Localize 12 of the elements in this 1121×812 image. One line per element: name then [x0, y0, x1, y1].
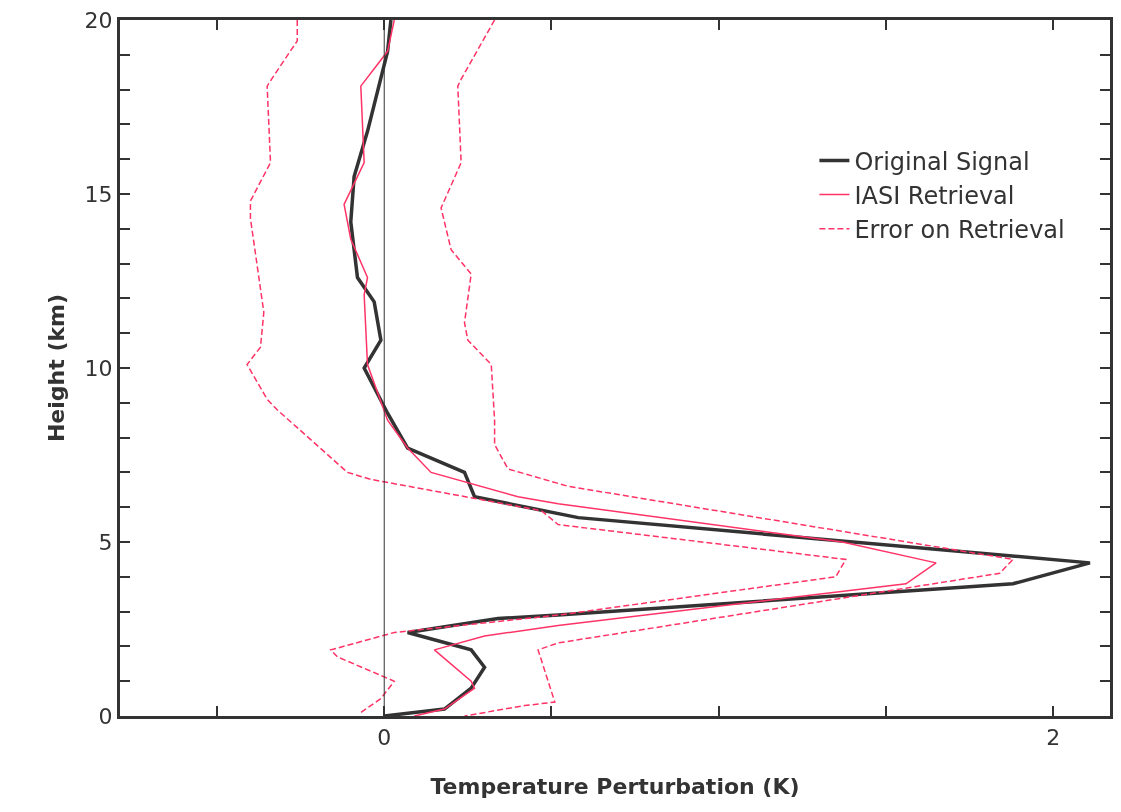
y-tick-label: 5	[98, 529, 113, 555]
line-series	[246, 20, 847, 714]
y-tick-label: 10	[84, 355, 113, 381]
x-tick-label: 2	[1046, 725, 1061, 751]
legend-label: Error on Retrieval	[854, 216, 1065, 245]
legend-label: IASI Retrieval	[854, 181, 1015, 210]
legend-label: Original Signal	[854, 147, 1030, 176]
y-axis-title: Height (km)	[44, 293, 69, 443]
x-axis-title: Temperature Perturbation (K)	[430, 774, 800, 799]
y-tick-label: 20	[84, 7, 113, 33]
y-tick-label: 15	[84, 181, 113, 207]
y-tick-label: 0	[98, 703, 113, 729]
